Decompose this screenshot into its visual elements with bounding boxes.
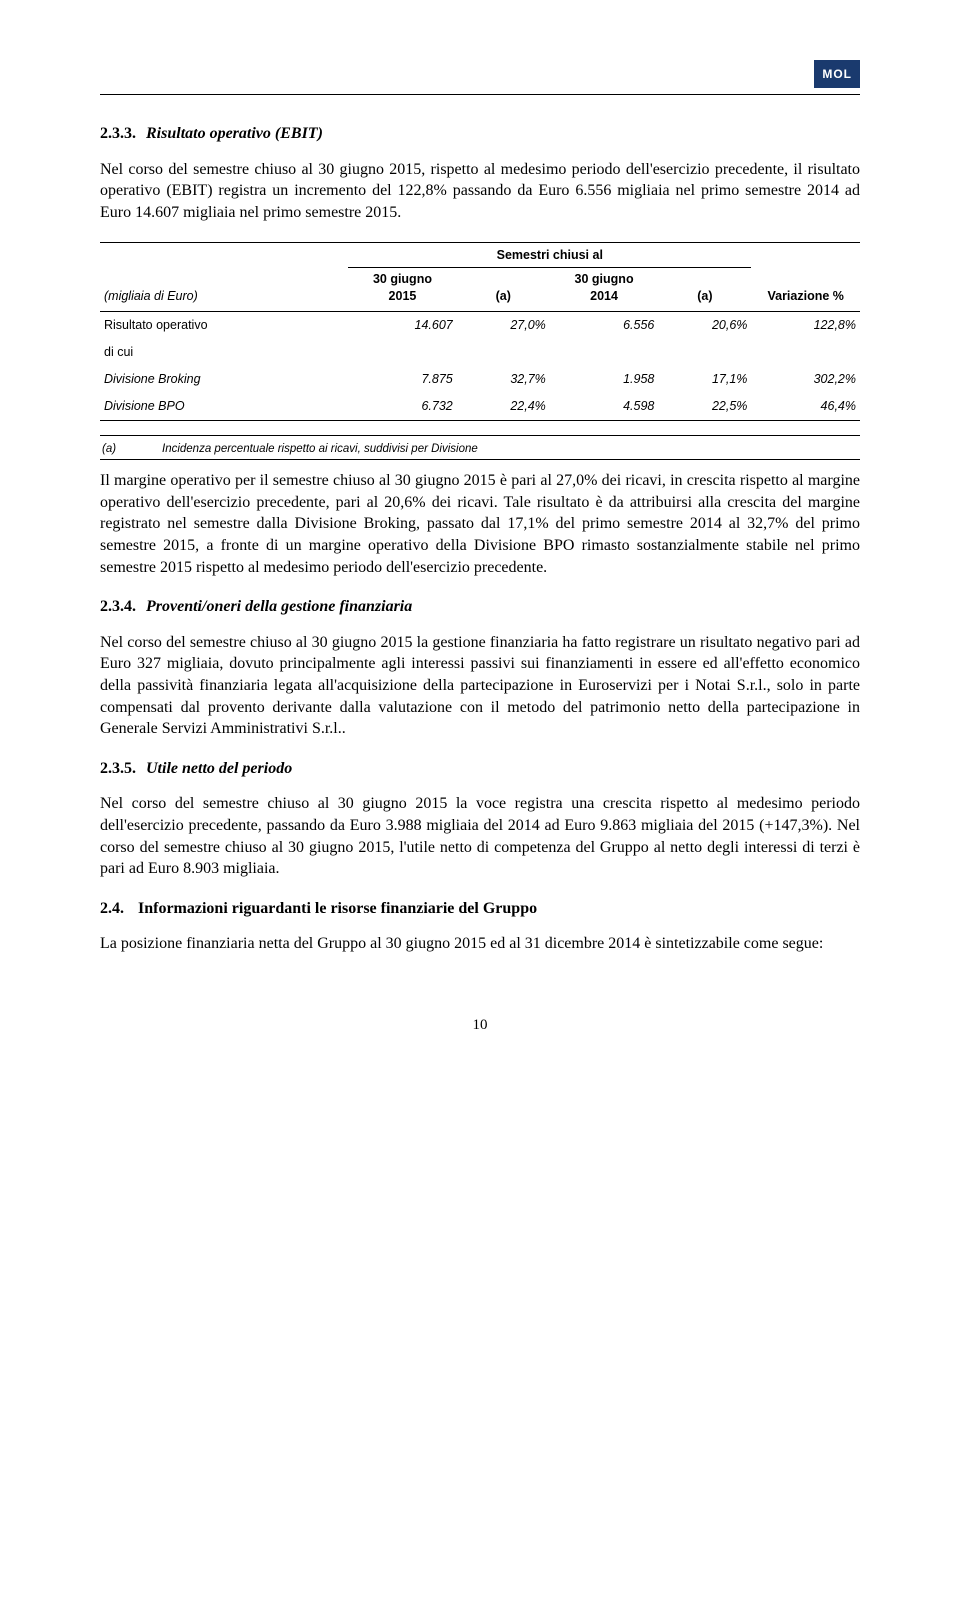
- table-span-header: Semestri chiusi al: [348, 242, 751, 268]
- heading-2-3-5: 2.3.5. Utile netto del periodo: [100, 758, 860, 780]
- heading-title: Utile netto del periodo: [146, 760, 292, 777]
- heading-2-3-3: 2.3.3. Risultato operativo (EBIT): [100, 123, 860, 145]
- cell: 20,6%: [658, 312, 751, 339]
- cell: 46,4%: [751, 393, 860, 420]
- col-2015: 30 giugno2015: [348, 268, 457, 312]
- table-rowlabel-header: (migliaia di Euro): [100, 268, 348, 312]
- paragraph-2-3-3-intro: Nel corso del semestre chiuso al 30 giug…: [100, 159, 860, 224]
- cell: 122,8%: [751, 312, 860, 339]
- ebit-table: Semestri chiusi al (migliaia di Euro) 30…: [100, 242, 860, 461]
- cell: 302,2%: [751, 366, 860, 393]
- cell: 32,7%: [457, 366, 550, 393]
- footnote-text: Incidenza percentuale rispetto ai ricavi…: [162, 442, 478, 458]
- table-row: Divisione Broking 7.875 32,7% 1.958 17,1…: [100, 366, 860, 393]
- cell: 27,0%: [457, 312, 550, 339]
- table-column-header-row: (migliaia di Euro) 30 giugno2015 (a) 30 …: [100, 268, 860, 312]
- heading-title: Informazioni riguardanti le risorse fina…: [138, 900, 537, 917]
- cell: 7.875: [348, 366, 457, 393]
- heading-number: 2.3.3.: [100, 125, 136, 142]
- paragraph-2-3-4: Nel corso del semestre chiuso al 30 giug…: [100, 632, 860, 740]
- cell: 6.556: [550, 312, 659, 339]
- heading-number: 2.3.4.: [100, 598, 136, 615]
- row-label: di cui: [100, 339, 348, 366]
- col-var: Variazione %: [751, 268, 860, 312]
- cell: 22,4%: [457, 393, 550, 420]
- table-header-span-row: Semestri chiusi al: [100, 242, 860, 268]
- cell: 6.732: [348, 393, 457, 420]
- row-label: Divisione Broking: [100, 366, 348, 393]
- heading-title: Proventi/oneri della gestione finanziari…: [146, 598, 412, 615]
- col-a2: (a): [658, 268, 751, 312]
- header-logo-bar: MOL: [100, 60, 860, 88]
- paragraph-2-4: La posizione finanziaria netta del Grupp…: [100, 933, 860, 955]
- cell: 17,1%: [658, 366, 751, 393]
- table-row: Divisione BPO 6.732 22,4% 4.598 22,5% 46…: [100, 393, 860, 420]
- page-number: 10: [100, 1015, 860, 1035]
- table-row: di cui: [100, 339, 860, 366]
- cell: 14.607: [348, 312, 457, 339]
- table-footnote: (a) Incidenza percentuale rispetto ai ri…: [100, 435, 860, 461]
- footnote-key: (a): [102, 442, 132, 458]
- row-label: Divisione BPO: [100, 393, 348, 420]
- heading-number: 2.3.5.: [100, 760, 136, 777]
- paragraph-2-3-3-body: Il margine operativo per il semestre chi…: [100, 470, 860, 578]
- cell: 4.598: [550, 393, 659, 420]
- heading-number: 2.4.: [100, 900, 124, 917]
- header-divider: [100, 94, 860, 95]
- col-2014: 30 giugno2014: [550, 268, 659, 312]
- col-a1: (a): [457, 268, 550, 312]
- cell: 22,5%: [658, 393, 751, 420]
- brand-logo: MOL: [814, 60, 860, 88]
- heading-2-4: 2.4. Informazioni riguardanti le risorse…: [100, 898, 860, 920]
- heading-title: Risultato operativo (EBIT): [146, 125, 323, 142]
- row-label: Risultato operativo: [100, 312, 348, 339]
- table-row: Risultato operativo 14.607 27,0% 6.556 2…: [100, 312, 860, 339]
- paragraph-2-3-5: Nel corso del semestre chiuso al 30 giug…: [100, 793, 860, 879]
- heading-2-3-4: 2.3.4. Proventi/oneri della gestione fin…: [100, 596, 860, 618]
- cell: 1.958: [550, 366, 659, 393]
